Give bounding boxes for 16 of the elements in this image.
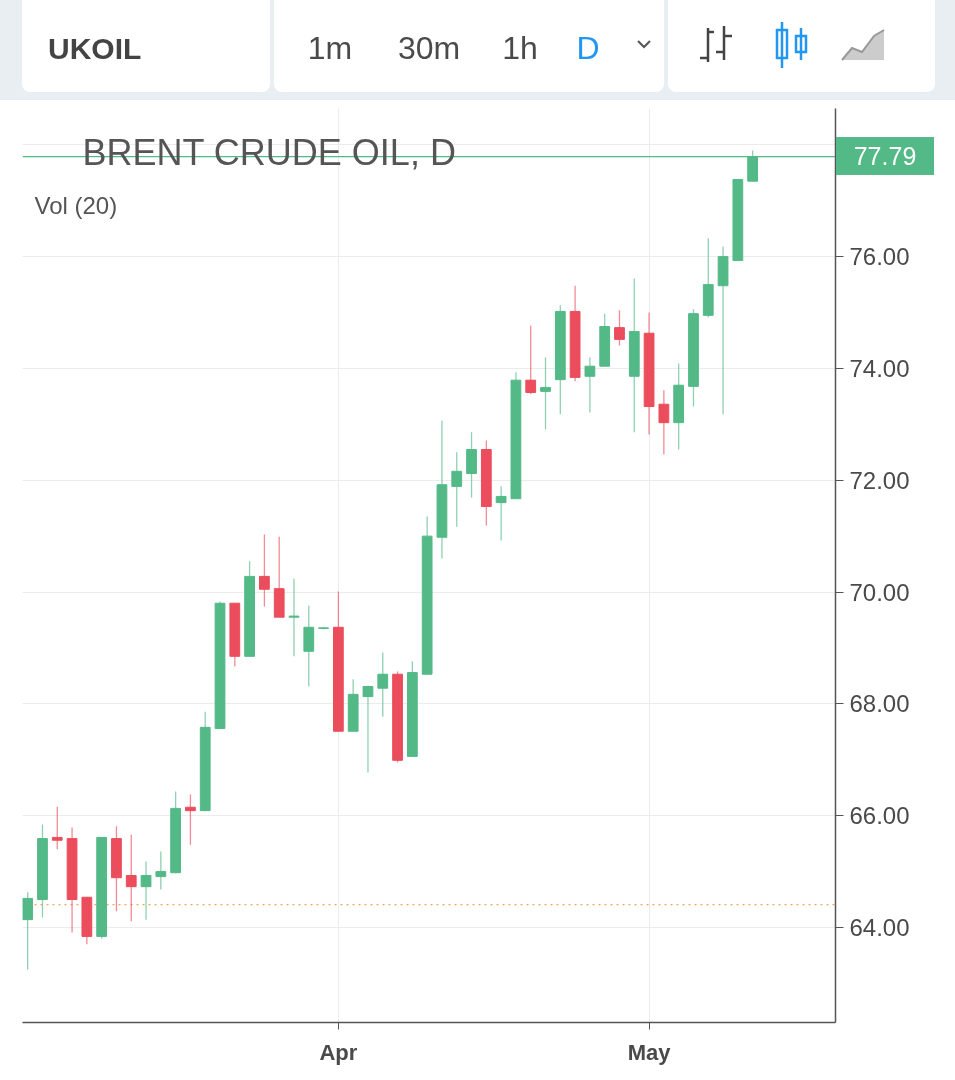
y-tick-label: 64.00 bbox=[849, 913, 910, 941]
y-tick-label: 66.00 bbox=[849, 802, 910, 830]
y-tick-label: 74.00 bbox=[849, 354, 910, 382]
ref-line-label: 77.79 bbox=[836, 137, 934, 175]
text: D bbox=[576, 29, 600, 68]
y-tick-label: 68.00 bbox=[849, 690, 910, 718]
text: 1h bbox=[502, 29, 538, 68]
text: 30m bbox=[397, 29, 461, 68]
y-tick-label: 76.00 bbox=[849, 243, 910, 271]
annotation: Vol (20) bbox=[34, 192, 118, 219]
y-tick-label: 72.00 bbox=[849, 466, 910, 494]
x-tick-label: May bbox=[627, 1039, 672, 1065]
y-tick-label: 70.00 bbox=[849, 578, 910, 606]
x-tick-label: Apr bbox=[319, 1039, 358, 1065]
text: 1m bbox=[307, 29, 353, 68]
text: UKOIL bbox=[48, 31, 142, 67]
